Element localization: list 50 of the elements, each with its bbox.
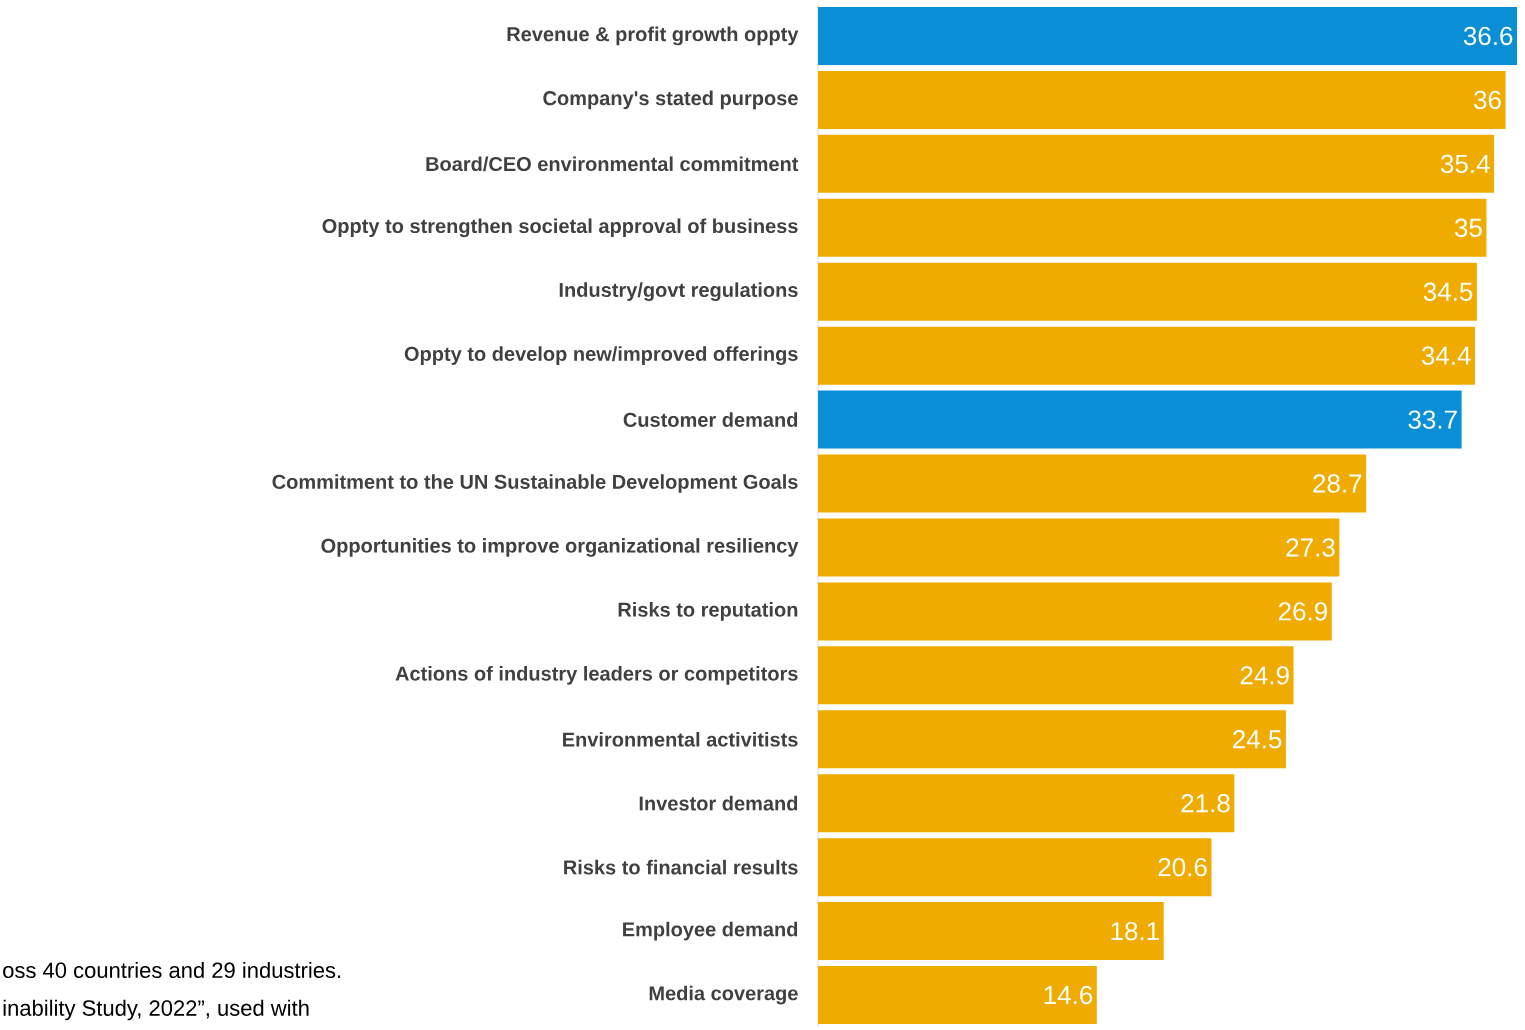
y-tick-label: Media coverage	[649, 985, 798, 1005]
bar	[817, 70, 1506, 129]
y-tick-label: Investor demand	[639, 795, 798, 811]
data-label: 27.3	[1286, 538, 1335, 557]
y-tick-label: Employee demand	[623, 921, 798, 941]
bar	[817, 774, 1235, 833]
text: oss 40 countries and 29 industries.	[3, 961, 341, 979]
bar	[817, 326, 1475, 385]
y-tick-label: Actions of industry leaders or competitors	[395, 666, 798, 685]
y-tick-label: Opportunities to improve organizational resiliency	[321, 538, 799, 557]
data-label: 35	[1454, 218, 1482, 237]
y-tick-label: Oppty to strengthen societal approval of business	[322, 218, 798, 238]
data-label: 34.4	[1421, 346, 1471, 365]
y-tick-label: Board/CEO environmental commitment	[426, 156, 799, 172]
data-label: 18.1	[1111, 921, 1159, 941]
y-tick-label: Oppty to develop new/improved offerings	[404, 346, 798, 366]
y-tick-label: Commitment to the UN Sustainable Development Goals	[272, 474, 798, 493]
bar	[817, 390, 1462, 449]
data-label: 20.6	[1158, 857, 1207, 877]
bar	[817, 966, 1097, 1025]
bar	[817, 838, 1212, 897]
data-label: 33.7	[1408, 410, 1457, 429]
y-tick-label: Customer demand	[623, 412, 798, 427]
bar	[817, 6, 1517, 65]
y-tick-label: Environmental activitists	[563, 731, 798, 747]
bar	[817, 134, 1495, 193]
y-tick-label: Company's stated purpose	[543, 90, 798, 110]
bar	[817, 646, 1294, 705]
bar	[817, 710, 1286, 769]
data-label: 34.5	[1423, 282, 1473, 301]
bar	[817, 518, 1340, 577]
data-label: 26.9	[1278, 602, 1327, 621]
bar	[817, 198, 1487, 257]
data-label: 24.5	[1233, 730, 1282, 749]
bar	[817, 262, 1477, 321]
data-label: 24.9	[1240, 666, 1289, 685]
text: inability Study, 2022”, used with	[3, 999, 309, 1021]
y-tick-label: Risks to reputation	[618, 602, 798, 621]
y-tick-label: Industry/govt regulations	[559, 282, 798, 302]
bar	[817, 454, 1367, 513]
data-label: 28.7	[1313, 474, 1362, 493]
data-label: 36	[1474, 90, 1501, 110]
bar	[817, 902, 1164, 961]
y-tick-label: Risks to financial results	[564, 859, 798, 875]
bar	[817, 582, 1332, 641]
data-label: 36.6	[1463, 26, 1513, 46]
data-label: 35.4	[1440, 154, 1490, 174]
data-label: 14.6	[1044, 985, 1093, 1005]
data-label: 21.8	[1181, 794, 1230, 813]
y-tick-label: Revenue & profit growth oppty	[507, 26, 799, 46]
